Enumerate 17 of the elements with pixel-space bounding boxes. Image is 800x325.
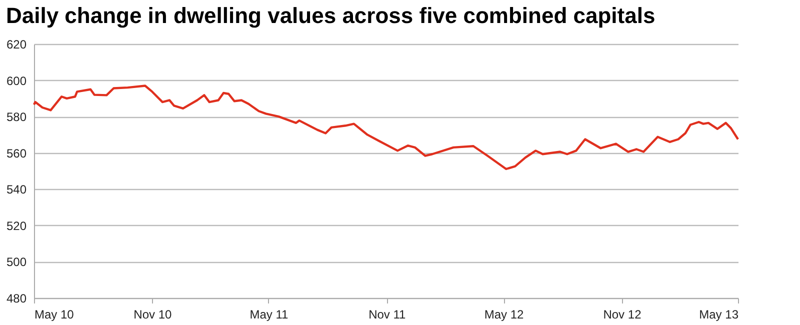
line-series <box>32 84 740 170</box>
x-tick-label: Nov 12 <box>603 308 642 322</box>
y-tick-label: 560 <box>6 146 27 160</box>
y-tick-label: 480 <box>6 292 27 306</box>
chart-title: Daily change in dwelling values across five combined capitals <box>6 3 656 28</box>
x-tick-label: May 10 <box>34 308 74 322</box>
y-tick-label: 520 <box>6 218 27 233</box>
y-tick-label: 500 <box>6 255 27 270</box>
y-tick-label: 600 <box>6 74 27 88</box>
x-tick-label: Nov 10 <box>134 308 172 322</box>
y-tick-label: 580 <box>6 110 27 124</box>
x-tick-label: Nov 11 <box>368 308 406 322</box>
y-tick-label: 620 <box>6 38 27 52</box>
x-tick-label: May 13 <box>699 308 739 322</box>
x-tick-label: May 11 <box>250 308 289 322</box>
x-tick-label: May 12 <box>484 308 524 322</box>
y-tick-label: 540 <box>6 182 27 197</box>
